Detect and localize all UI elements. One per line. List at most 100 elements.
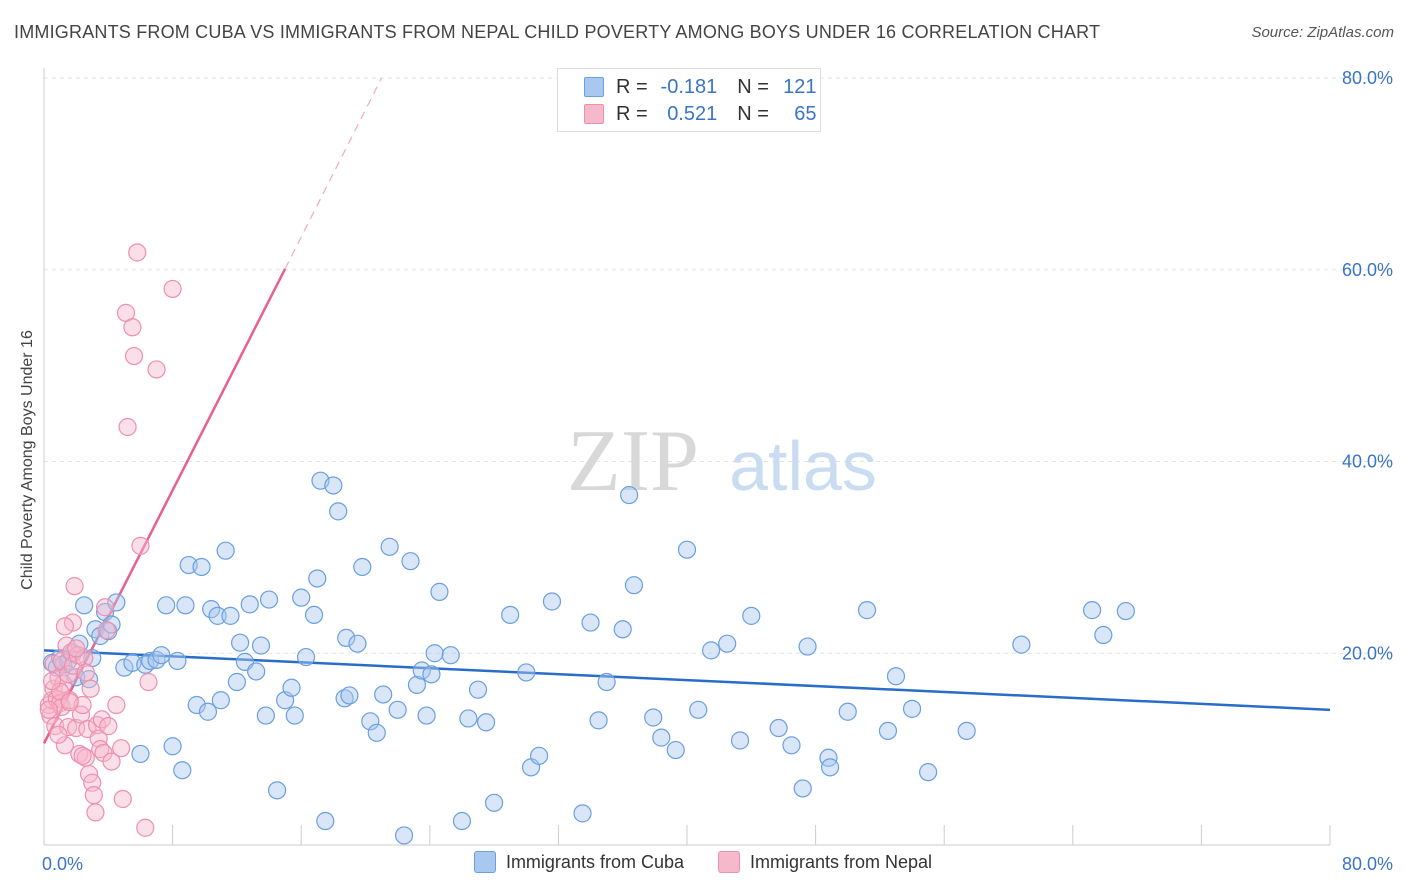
cuba-point bbox=[259, 590, 279, 609]
cuba-point bbox=[202, 600, 221, 619]
cuba-point bbox=[878, 721, 898, 741]
nepal-point bbox=[97, 621, 116, 640]
watermark: ZIP atlas bbox=[567, 413, 877, 510]
cuba-point bbox=[296, 647, 316, 667]
cuba-point bbox=[324, 476, 343, 495]
legend-item-cuba[interactable]: Immigrants from Cuba bbox=[473, 851, 684, 873]
cuba-point bbox=[367, 723, 386, 742]
cuba-point bbox=[292, 588, 311, 607]
cuba-point bbox=[742, 606, 761, 625]
cuba-point bbox=[1012, 635, 1031, 654]
cuba-point bbox=[542, 592, 562, 611]
cuba-point bbox=[256, 706, 275, 725]
nepal-legend-swatch bbox=[718, 851, 740, 873]
cuba-point bbox=[407, 675, 427, 694]
cuba-point bbox=[163, 737, 182, 756]
cuba-point bbox=[838, 702, 857, 721]
cuba-point bbox=[1116, 601, 1135, 621]
cuba-n-value: 121 bbox=[783, 75, 817, 98]
cuba-point bbox=[468, 680, 488, 699]
nepal-point bbox=[65, 577, 84, 596]
nepal-point bbox=[84, 786, 103, 805]
cuba-point bbox=[152, 646, 171, 665]
cuba-point bbox=[782, 736, 801, 755]
nepal-point bbox=[102, 752, 121, 771]
cuba-legend-swatch bbox=[473, 851, 496, 873]
nepal-legend-label: Immigrants from Nepal bbox=[750, 851, 933, 872]
nepal-point bbox=[49, 725, 68, 744]
cuba-point bbox=[425, 644, 444, 663]
cuba-point bbox=[267, 781, 287, 800]
nepal-point bbox=[86, 803, 105, 822]
watermark-atlas: atlas bbox=[729, 427, 877, 505]
cuba-point bbox=[476, 713, 496, 732]
cuba-point bbox=[75, 596, 94, 615]
x-tick-label: 0.0% bbox=[42, 854, 83, 874]
n-label: N = bbox=[737, 75, 769, 98]
cuba-point bbox=[340, 686, 359, 705]
cuba-point bbox=[192, 557, 211, 577]
nepal-point bbox=[107, 695, 126, 715]
nepal-point bbox=[55, 736, 74, 755]
cuba-point bbox=[857, 601, 877, 620]
y-tick-label: 60.0% bbox=[1342, 260, 1393, 280]
chart-title: IMMIGRANTS FROM CUBA VS IMMIGRANTS FROM … bbox=[14, 22, 1101, 42]
cuba-point bbox=[335, 689, 354, 708]
cuba-point bbox=[652, 728, 671, 747]
cuba-trend-line bbox=[43, 649, 1331, 712]
r-label: R = bbox=[616, 75, 648, 98]
cuba-point bbox=[452, 811, 472, 831]
nepal-point bbox=[112, 739, 131, 758]
cuba-point bbox=[581, 613, 600, 632]
cuba-point bbox=[573, 804, 592, 823]
nepal-point bbox=[128, 243, 147, 262]
cuba-point bbox=[459, 709, 478, 728]
cuba-point bbox=[348, 634, 367, 653]
cuba-point bbox=[677, 540, 697, 559]
cuba-point bbox=[168, 651, 187, 671]
cuba-point bbox=[624, 576, 644, 595]
cuba-point bbox=[441, 646, 460, 665]
cuba-point bbox=[361, 712, 380, 731]
cuba-point bbox=[157, 596, 176, 615]
cuba-point bbox=[198, 702, 218, 721]
nepal-point bbox=[73, 746, 92, 765]
grid-lines bbox=[44, 77, 1392, 654]
cuba-point bbox=[1094, 625, 1113, 645]
cuba-point bbox=[131, 744, 150, 764]
correlation-legend: R = -0.181 N = 121 R = 0.521 N = 65 bbox=[557, 68, 821, 132]
cuba-point bbox=[240, 595, 259, 614]
cuba-point bbox=[251, 636, 271, 655]
cuba-point bbox=[107, 593, 126, 612]
cuba-point bbox=[613, 620, 632, 639]
cuba-point bbox=[140, 651, 160, 671]
series-nepal bbox=[39, 243, 182, 837]
n-label: N = bbox=[737, 102, 769, 125]
cuba-point bbox=[702, 641, 721, 660]
cuba-point bbox=[394, 826, 414, 845]
cuba-point bbox=[380, 537, 399, 556]
watermark-zip: ZIP bbox=[567, 413, 699, 510]
cuba-point bbox=[308, 569, 327, 588]
cuba-point bbox=[620, 485, 639, 505]
r-label: R = bbox=[616, 102, 648, 125]
cuba-point bbox=[231, 633, 250, 652]
nepal-point bbox=[67, 639, 86, 658]
nepal-point bbox=[113, 789, 132, 809]
nepal-trend-extension bbox=[284, 77, 383, 270]
nepal-point bbox=[95, 598, 115, 617]
source-credit: Source: ZipAtlas.com bbox=[1251, 24, 1394, 41]
nepal-point bbox=[136, 818, 155, 837]
cuba-point bbox=[102, 615, 121, 634]
nepal-point bbox=[123, 318, 142, 337]
nepal-point bbox=[118, 417, 137, 437]
cuba-point bbox=[902, 699, 922, 718]
cuba-point bbox=[957, 721, 976, 741]
legend-item-nepal[interactable]: Immigrants from Nepal bbox=[718, 851, 932, 873]
cuba-point bbox=[718, 634, 737, 653]
cuba-point bbox=[247, 662, 266, 681]
cuba-point bbox=[221, 606, 240, 625]
cuba-point bbox=[886, 667, 906, 686]
cuba-point bbox=[730, 731, 750, 750]
cuba-point bbox=[211, 691, 230, 710]
